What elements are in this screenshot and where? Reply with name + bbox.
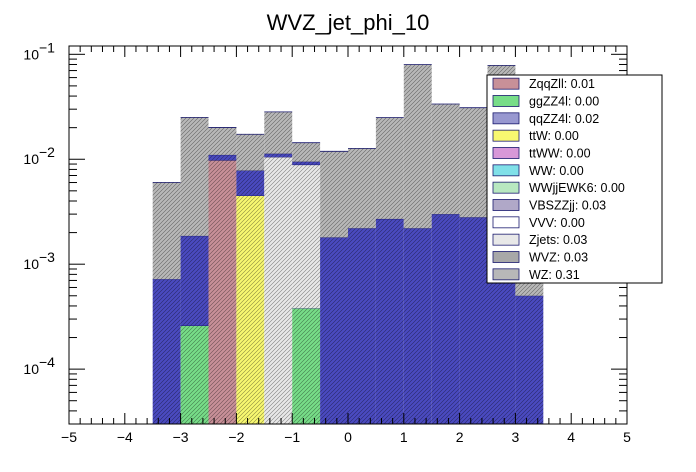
legend-label: VVV: 0.00: [529, 216, 585, 230]
bar-hatch-WZ-bin-4: [264, 111, 293, 154]
y-tick-label: 10: [23, 256, 39, 272]
bar-hatch-WZ-bin-2: [208, 127, 237, 155]
legend-swatch: [492, 95, 520, 107]
x-tick-label: −1: [284, 429, 300, 445]
bar-hatch-WZ-bin-11: [459, 107, 488, 218]
bar-hatch-WVZ-bin-8: [375, 218, 404, 424]
legend-swatch: [492, 268, 520, 281]
bar-hatch-WVZ-bin-6: [320, 237, 348, 424]
x-axis: −5 −4 −3 −2 −1 0 1 2 3 4 5: [61, 46, 631, 445]
legend-swatch: [492, 147, 520, 159]
x-tick-label: 3: [512, 429, 520, 445]
bar-hatch-WVZ-bin-12: [487, 271, 516, 424]
legend-swatch: [492, 199, 520, 211]
bar-hatch-WZ-bin-8: [375, 117, 404, 219]
bar-hatch-WZ-bin-3: [236, 134, 265, 171]
legend-label: Zjets: 0.03: [529, 233, 587, 247]
legend-label: WVZ: 0.03: [529, 251, 588, 265]
bar-hatch-ggZZ4l-bin-1: [180, 325, 209, 424]
chart-title: WVZ_jet_phi_10: [267, 10, 430, 35]
legend: ZqqZll: 0.01 ggZZ4l: 0.00 qqZZ4l: 0.02 ttW:…: [486, 74, 663, 284]
x-tick-label: 4: [567, 429, 575, 445]
legend-swatch: [492, 77, 520, 90]
bar-hatch-WZ-bin-10: [431, 104, 460, 215]
legend-label: ttW: 0.00: [529, 129, 579, 143]
bar-hatch-WZ-bin-6: [320, 151, 348, 238]
legend-swatch: [492, 216, 520, 229]
y-tick-exponent: −4: [39, 354, 55, 370]
x-tick-label: −4: [117, 429, 133, 445]
legend-swatch: [492, 181, 520, 194]
y-tick-label: 10: [23, 46, 39, 62]
legend-swatch: [492, 164, 520, 177]
y-tick-exponent: −2: [39, 144, 55, 160]
bar-hatch-WVZ-bin-1: [180, 235, 209, 326]
x-tick-label: 1: [400, 429, 408, 445]
legend-label: qqZZ4l: 0.02: [529, 112, 599, 126]
bar-hatch-WVZ-bin-3: [236, 170, 265, 196]
bar-hatch-WZ-bin-9: [403, 64, 432, 229]
y-tick-label: 10: [23, 151, 39, 167]
legend-label: ttWW: 0.00: [529, 147, 591, 161]
legend-swatch: [492, 112, 520, 125]
y-tick-exponent: −1: [39, 39, 55, 55]
bar-hatch-WZ-bin-1: [180, 117, 209, 236]
legend-label: WZ: 0.31: [529, 268, 580, 282]
bar-hatch-WZ-bin-0: [152, 182, 181, 280]
bar-hatch-ZqqZll-bin-2: [208, 160, 237, 424]
y-tick-label: 10: [23, 361, 39, 377]
bar-hatch-WVZ-bin-2: [208, 154, 237, 161]
bar-hatch-WVZ-bin-4: [264, 153, 293, 158]
bar-hatch-WVZ-bin-13: [515, 295, 544, 424]
legend-box: [486, 74, 663, 284]
legend-label: VBSZZjj: 0.03: [529, 199, 606, 213]
legend-label: ggZZ4l: 0.00: [529, 95, 599, 109]
bar-hatch-ttW-bin-3: [236, 195, 265, 424]
legend-label: WW: 0.00: [529, 164, 584, 178]
bar-hatch-WVZ-bin-10: [431, 214, 460, 424]
legend-swatch: [492, 251, 520, 263]
bar-hatch-WZ-bin-5: [292, 142, 321, 162]
bar-hatch-ggZZ4l-bin-5: [292, 308, 321, 424]
y-tick-exponent: −3: [39, 249, 55, 265]
bar-hatch-Zjets-bin-5: [292, 164, 321, 309]
x-tick-label: 0: [344, 429, 352, 445]
x-tick-label: 5: [623, 429, 631, 445]
legend-label: ZqqZll: 0.01: [529, 77, 595, 91]
bar-hatch-WVZ-bin-7: [348, 228, 376, 424]
legend-label: WWjjEWK6: 0.00: [529, 181, 625, 195]
x-tick-label: −2: [228, 429, 244, 445]
legend-swatch: [492, 129, 520, 142]
bar-hatch-WZ-bin-7: [348, 148, 376, 229]
x-tick-label: −3: [173, 429, 189, 445]
legend-swatch: [492, 233, 520, 246]
bar-hatch-WVZ-bin-0: [152, 279, 181, 424]
x-tick-label: 2: [456, 429, 464, 445]
bar-hatch-WVZ-bin-11: [459, 217, 488, 424]
bar-hatch-Zjets-bin-4: [264, 157, 293, 424]
bar-hatch-WVZ-bin-5: [292, 161, 321, 165]
x-tick-label: −5: [61, 429, 77, 445]
y-axis: 10−110−210−310−4: [23, 39, 627, 425]
bar-hatch-WVZ-bin-9: [403, 228, 432, 424]
